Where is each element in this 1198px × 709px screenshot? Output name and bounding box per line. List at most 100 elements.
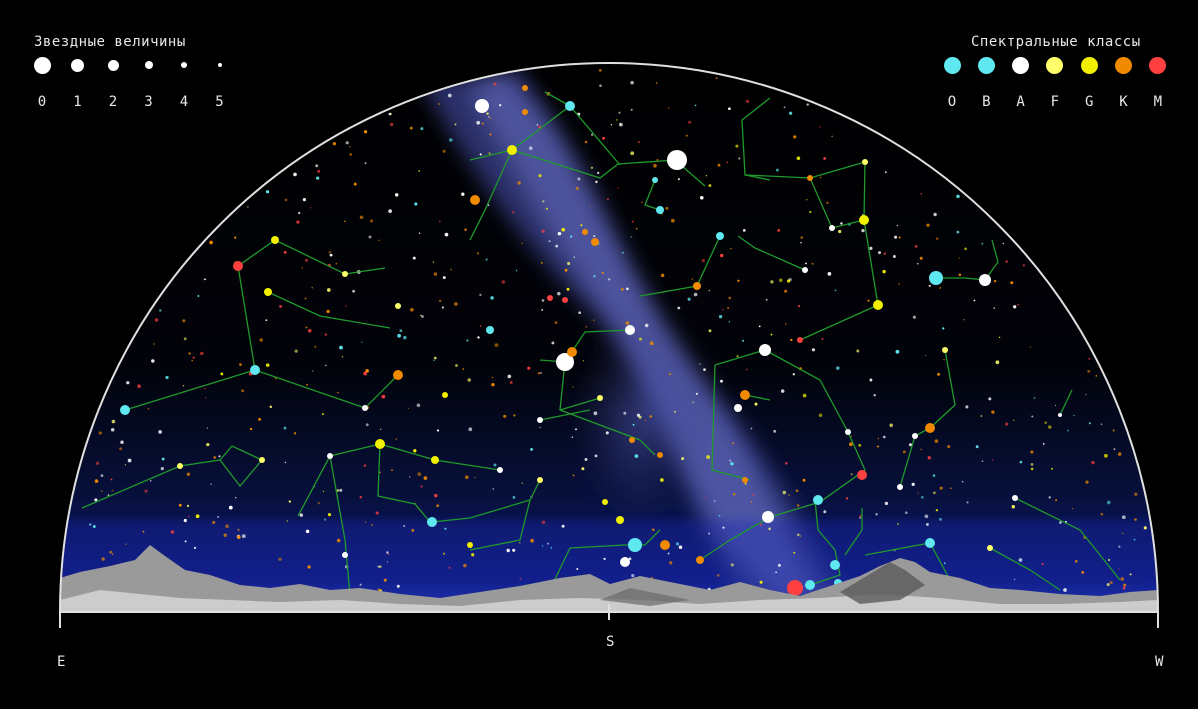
faint-star — [397, 333, 401, 338]
faint-star — [889, 423, 893, 428]
faint-star — [188, 352, 191, 355]
faint-star — [735, 144, 739, 148]
faint-star — [450, 268, 452, 271]
star — [522, 85, 528, 91]
faint-star — [958, 273, 962, 277]
faint-star — [809, 210, 812, 214]
faint-star — [365, 423, 369, 427]
star — [787, 580, 803, 596]
faint-star — [619, 122, 623, 127]
faint-star — [206, 427, 209, 429]
faint-star — [387, 553, 390, 556]
faint-star — [1041, 563, 1044, 565]
star — [859, 215, 869, 225]
faint-star — [687, 297, 691, 301]
spectral-label-M: M — [1153, 94, 1163, 110]
faint-star — [806, 103, 809, 106]
magnitude-dot-3 — [144, 61, 153, 69]
faint-star — [590, 133, 594, 136]
faint-star — [1030, 467, 1034, 471]
star — [616, 516, 624, 524]
magnitude-dot-1 — [71, 58, 84, 72]
star — [742, 477, 748, 483]
star — [427, 517, 437, 527]
faint-star — [1004, 422, 1009, 426]
faint-star — [869, 378, 873, 382]
faint-star — [670, 218, 675, 223]
faint-star — [727, 307, 730, 309]
faint-star — [722, 526, 725, 529]
faint-star — [695, 392, 699, 396]
faint-star — [935, 509, 939, 512]
faint-star — [521, 242, 523, 244]
faint-star — [768, 527, 771, 531]
faint-star — [1118, 568, 1120, 570]
faint-star — [882, 269, 886, 274]
faint-star — [1088, 357, 1091, 360]
star — [987, 545, 993, 551]
faint-star — [142, 530, 145, 533]
faint-star — [784, 289, 788, 293]
faint-star — [770, 333, 773, 336]
star — [830, 560, 840, 570]
faint-star — [594, 454, 598, 458]
faint-star — [1071, 507, 1074, 510]
faint-star — [715, 77, 718, 80]
faint-star — [488, 116, 490, 118]
faint-star — [1106, 500, 1111, 505]
faint-star — [758, 325, 761, 328]
faint-star — [439, 220, 441, 223]
faint-star — [1073, 414, 1075, 417]
faint-star — [436, 504, 439, 507]
faint-star — [307, 565, 311, 569]
faint-star — [479, 325, 482, 327]
faint-star — [541, 308, 544, 311]
faint-star — [649, 415, 653, 418]
faint-star — [317, 502, 320, 505]
constellation-line — [711, 364, 751, 481]
faint-star — [606, 198, 609, 201]
faint-star — [991, 459, 994, 461]
faint-star — [564, 268, 568, 272]
faint-star — [595, 180, 598, 184]
faint-star — [818, 413, 823, 418]
faint-star — [916, 262, 919, 265]
constellation-line — [539, 329, 631, 363]
faint-star — [653, 163, 657, 168]
faint-star — [420, 315, 424, 318]
star — [567, 347, 577, 357]
faint-star — [519, 542, 521, 544]
star — [565, 101, 575, 111]
faint-star — [630, 80, 634, 85]
constellation-line — [267, 291, 391, 329]
faint-star — [635, 227, 638, 230]
faint-star — [750, 427, 753, 430]
faint-star — [364, 162, 367, 165]
faint-star — [896, 224, 899, 227]
faint-star — [800, 241, 802, 244]
faint-star — [921, 495, 924, 499]
faint-star — [608, 278, 611, 281]
faint-star — [590, 166, 594, 170]
magnitude-label-1: 1 — [73, 94, 82, 110]
star — [1058, 413, 1062, 417]
faint-star — [515, 269, 518, 272]
constellation-line — [1059, 389, 1073, 416]
faint-star — [1087, 369, 1091, 373]
faint-star — [630, 236, 632, 238]
faint-star — [980, 415, 983, 417]
faint-star — [799, 535, 802, 537]
faint-star — [288, 500, 291, 503]
faint-star — [512, 495, 516, 499]
faint-star — [491, 376, 494, 379]
faint-star — [370, 219, 373, 223]
star — [537, 477, 543, 483]
faint-star — [191, 359, 194, 362]
faint-star — [165, 375, 169, 380]
faint-star — [942, 327, 945, 330]
faint-star — [325, 364, 327, 367]
faint-star — [205, 397, 207, 399]
faint-star — [284, 461, 287, 464]
faint-star — [1010, 281, 1014, 285]
constellation-line — [511, 149, 706, 187]
